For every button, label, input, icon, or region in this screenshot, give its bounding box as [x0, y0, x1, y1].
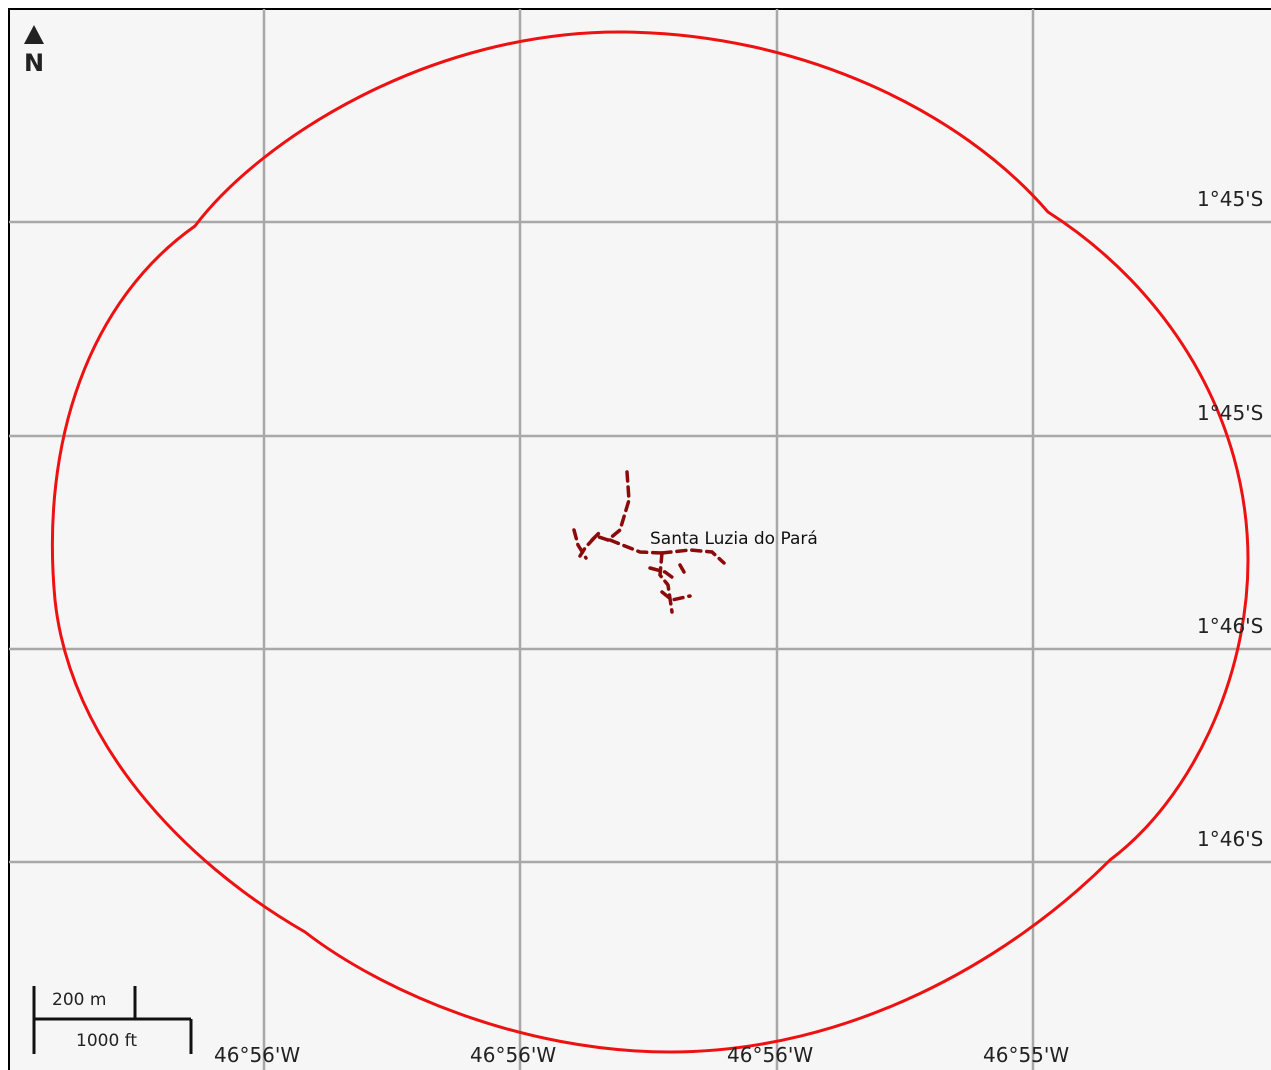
latitude-label: 1°46'S [1197, 614, 1263, 638]
map-frame [8, 8, 1271, 1070]
north-arrow-icon: N [24, 25, 44, 77]
latitude-label: 1°46'S [1197, 827, 1263, 851]
longitude-label: 46°56'W [214, 1043, 300, 1067]
scale-bar-imperial-label: 1000 ft [76, 1031, 137, 1051]
latitude-label: 1°45'S [1197, 187, 1263, 211]
longitude-label: 46°56'W [470, 1043, 556, 1067]
road-network [572, 470, 726, 614]
road-segment [660, 548, 726, 565]
road-segment [608, 538, 664, 555]
scale-bar-metric-label: 200 m [52, 990, 106, 1010]
road-segment [572, 528, 588, 560]
road-segment [660, 590, 692, 602]
north-arrow-triangle [24, 25, 44, 44]
place-label: Santa Luzia do Pará [650, 529, 818, 549]
north-arrow-letter: N [24, 49, 44, 77]
longitude-label: 46°56'W [727, 1043, 813, 1067]
road-segment [678, 563, 686, 574]
latitude-label: 1°45'S [1197, 401, 1263, 425]
longitude-label: 46°55'W [983, 1043, 1069, 1067]
map-background [9, 9, 1271, 1070]
municipality-boundary[interactable] [50, 30, 1250, 1054]
graticule [9, 9, 1271, 1070]
road-segment [590, 530, 602, 542]
scale-bar [32, 986, 193, 1054]
road-segment [648, 566, 678, 582]
road-segment [606, 470, 631, 542]
